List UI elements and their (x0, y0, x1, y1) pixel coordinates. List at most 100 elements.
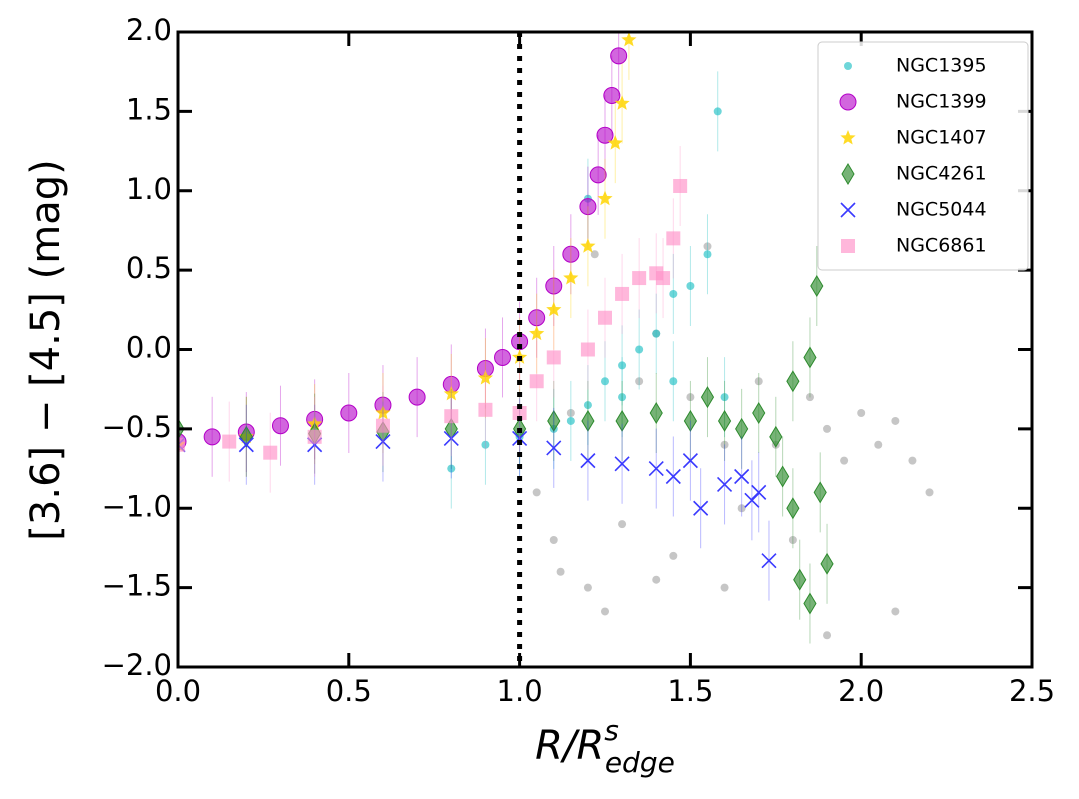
y-tick-label: 0.0 (126, 331, 172, 365)
y-tick-label: 1.5 (126, 92, 172, 126)
point (579, 198, 597, 216)
point (615, 286, 630, 301)
point (703, 250, 712, 259)
point (769, 425, 783, 448)
point (621, 32, 637, 47)
point (840, 456, 849, 465)
point (686, 282, 695, 290)
point (566, 416, 575, 425)
point (673, 178, 688, 193)
point (601, 607, 609, 616)
point (752, 402, 766, 424)
point (590, 250, 599, 259)
point (580, 342, 595, 357)
point (669, 289, 678, 298)
point (408, 388, 426, 406)
point (823, 424, 832, 433)
point (703, 242, 712, 251)
y-tick-label: −2.0 (102, 648, 172, 682)
point (649, 402, 663, 424)
point (263, 445, 278, 460)
point (512, 430, 528, 446)
point (700, 386, 715, 409)
point (665, 468, 681, 485)
point (546, 301, 562, 317)
point (776, 465, 790, 488)
point (823, 631, 832, 640)
plot-area (178, 32, 934, 644)
y-tick-label: 0.5 (126, 251, 172, 285)
point (925, 488, 934, 497)
point (545, 277, 563, 295)
point (891, 416, 900, 425)
point (803, 592, 817, 615)
point (652, 575, 661, 584)
point (512, 406, 527, 420)
legend-label: NGC5044 (896, 199, 987, 221)
point (603, 87, 621, 104)
y-tick-label: −1.5 (102, 569, 172, 603)
point (810, 275, 824, 297)
point (532, 488, 541, 497)
point (596, 126, 614, 144)
point (566, 409, 575, 417)
point (478, 402, 493, 417)
point (857, 409, 866, 417)
point (666, 231, 681, 246)
point (546, 440, 562, 456)
point (805, 393, 814, 402)
legend-marker (839, 93, 857, 111)
point (720, 440, 729, 449)
point (669, 551, 678, 560)
x-tick-label: 2.0 (838, 674, 884, 708)
point (618, 393, 627, 402)
point (686, 393, 695, 402)
point (597, 190, 613, 206)
point (529, 374, 544, 389)
point (754, 377, 763, 386)
point (307, 429, 322, 444)
y-tick-label: −0.5 (102, 410, 172, 444)
x-tick-label: 2.5 (1009, 674, 1055, 708)
legend-label: NGC1407 (896, 127, 987, 149)
point (618, 361, 627, 370)
point (908, 456, 917, 465)
legend: NGC1395 NGC1399 NGC1407 NGC4261 NGC5044 NGC68… (817, 41, 1029, 271)
point (375, 434, 391, 450)
point (648, 460, 664, 477)
point (443, 430, 459, 446)
point (340, 404, 358, 422)
point (652, 329, 661, 338)
point (271, 417, 289, 435)
point (803, 346, 817, 369)
x-label-sup: s (604, 714, 619, 747)
x-tick-label: 1.5 (667, 674, 713, 708)
legend-label: NGC6861 (896, 235, 987, 257)
x-tick-label: 0.0 (155, 674, 201, 708)
point (682, 453, 698, 469)
point (874, 440, 883, 449)
point (178, 437, 185, 452)
y-axis-label: [3.6] − [4.5] (mag) (23, 159, 69, 540)
point (529, 325, 545, 341)
point (563, 270, 579, 285)
point (580, 453, 596, 469)
point (761, 553, 777, 569)
point (375, 418, 390, 433)
point (618, 520, 627, 529)
point (735, 417, 749, 440)
point (656, 271, 671, 286)
legend-marker (841, 239, 855, 253)
point (580, 238, 596, 253)
point (813, 481, 827, 504)
legend-marker (841, 163, 855, 185)
point (203, 428, 221, 446)
point (615, 409, 629, 432)
point (549, 536, 558, 544)
point (222, 434, 237, 449)
legend-marker (840, 202, 856, 218)
point (598, 310, 612, 325)
point (447, 464, 456, 473)
point (786, 370, 800, 393)
point (788, 536, 797, 544)
